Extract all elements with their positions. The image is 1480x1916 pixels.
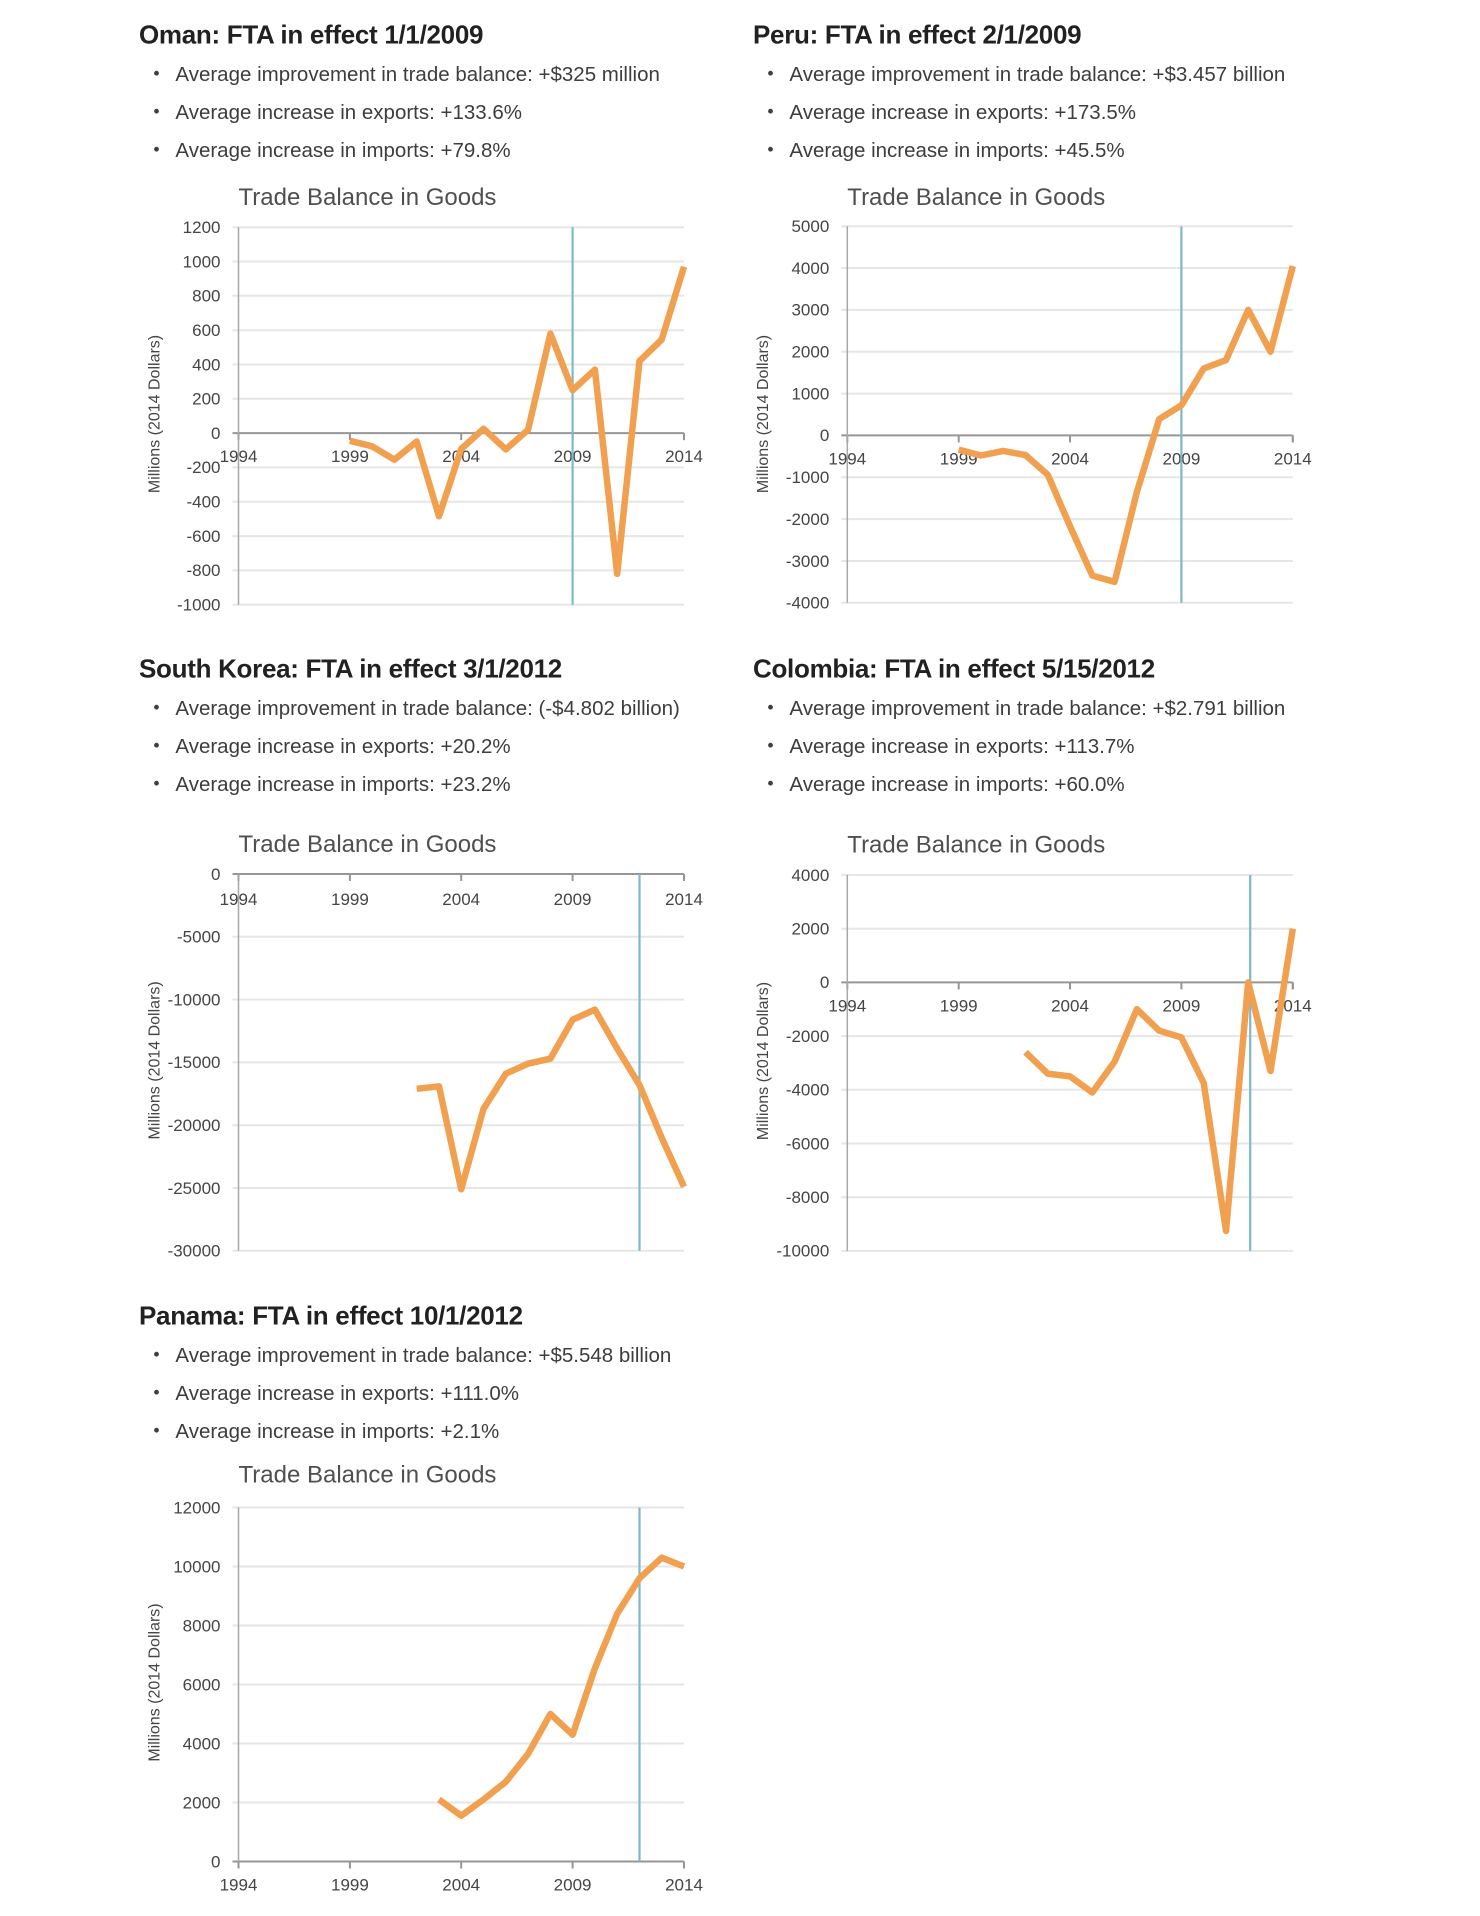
svg-text:2004: 2004 <box>442 890 480 909</box>
svg-text:Average increase in imports: +: Average increase in imports: +79.8% <box>175 139 510 162</box>
svg-text:3000: 3000 <box>791 301 829 320</box>
svg-text:0: 0 <box>211 424 220 443</box>
svg-text:5000: 5000 <box>791 217 829 236</box>
svg-text:Average improvement in trade b: Average improvement in trade balance: +$… <box>789 63 1285 86</box>
svg-text:-8000: -8000 <box>786 1188 829 1207</box>
svg-text:4000: 4000 <box>791 259 829 278</box>
svg-text:Average increase in exports: +: Average increase in exports: +133.6% <box>175 101 522 124</box>
svg-text:Millions (2014 Dollars): Millions (2014 Dollars) <box>147 981 164 1139</box>
svg-text:Average improvement in trade b: Average improvement in trade balance: +$… <box>175 63 660 86</box>
svg-text:-2000: -2000 <box>786 1027 829 1046</box>
svg-text:-600: -600 <box>186 527 220 546</box>
svg-text:-2000: -2000 <box>786 510 829 529</box>
svg-text:1000: 1000 <box>791 384 829 403</box>
svg-text:8000: 8000 <box>183 1616 221 1635</box>
svg-text:1994: 1994 <box>220 1876 258 1895</box>
svg-text:-6000: -6000 <box>786 1134 829 1153</box>
svg-text:-1000: -1000 <box>786 468 829 487</box>
svg-text:2009: 2009 <box>554 890 592 909</box>
svg-text:0: 0 <box>820 973 829 992</box>
svg-text:Average increase in imports: +: Average increase in imports: +2.1% <box>175 1420 499 1443</box>
svg-text:-200: -200 <box>186 458 220 477</box>
svg-text:Millions (2014 Dollars): Millions (2014 Dollars) <box>147 335 164 493</box>
svg-text:1999: 1999 <box>331 447 369 466</box>
svg-text:Trade Balance in Goods: Trade Balance in Goods <box>239 831 497 858</box>
svg-text:-1000: -1000 <box>177 596 220 615</box>
svg-text:Average increase in imports: +: Average increase in imports: +45.5% <box>789 139 1124 162</box>
svg-text:Average improvement in trade b: Average improvement in trade balance: (-… <box>175 697 679 720</box>
svg-text:200: 200 <box>192 390 220 409</box>
svg-text:0: 0 <box>820 426 829 445</box>
svg-text:2014: 2014 <box>665 890 703 909</box>
svg-text:-4000: -4000 <box>786 1081 829 1100</box>
svg-text:South Korea: FTA in effect 3/1: South Korea: FTA in effect 3/1/2012 <box>139 654 562 684</box>
svg-text:600: 600 <box>192 321 220 340</box>
svg-text:Millions (2014 Dollars): Millions (2014 Dollars) <box>755 335 772 493</box>
svg-text:2009: 2009 <box>1162 996 1200 1015</box>
svg-text:2014: 2014 <box>1274 449 1312 468</box>
svg-text:Trade Balance in Goods: Trade Balance in Goods <box>847 832 1105 859</box>
svg-text:Millions (2014 Dollars): Millions (2014 Dollars) <box>755 982 772 1140</box>
svg-text:-400: -400 <box>186 493 220 512</box>
svg-text:Trade Balance in Goods: Trade Balance in Goods <box>239 184 497 211</box>
svg-text:6000: 6000 <box>183 1675 221 1694</box>
svg-text:-25000: -25000 <box>168 1179 221 1198</box>
svg-text:2000: 2000 <box>791 343 829 362</box>
svg-text:1999: 1999 <box>940 996 978 1015</box>
svg-text:0: 0 <box>211 865 220 884</box>
svg-text:4000: 4000 <box>183 1734 221 1753</box>
svg-text:2004: 2004 <box>1051 996 1089 1015</box>
svg-text:-800: -800 <box>186 561 220 580</box>
svg-text:1999: 1999 <box>331 890 369 909</box>
svg-text:2000: 2000 <box>791 920 829 939</box>
svg-text:Oman: FTA in effect 1/1/2009: Oman: FTA in effect 1/1/2009 <box>139 20 483 50</box>
svg-text:Average improvement in trade b: Average improvement in trade balance: +$… <box>789 697 1285 720</box>
svg-text:Average increase in imports: +: Average increase in imports: +60.0% <box>789 773 1124 796</box>
svg-text:2009: 2009 <box>554 1876 592 1895</box>
svg-text:Average increase in exports: +: Average increase in exports: +173.5% <box>789 101 1136 124</box>
svg-text:Millions (2014 Dollars): Millions (2014 Dollars) <box>147 1603 164 1761</box>
svg-text:12000: 12000 <box>173 1498 220 1517</box>
svg-text:Trade Balance in Goods: Trade Balance in Goods <box>239 1462 497 1489</box>
svg-text:2014: 2014 <box>665 447 703 466</box>
svg-text:0: 0 <box>211 1852 220 1871</box>
svg-text:Average increase in exports: +: Average increase in exports: +20.2% <box>175 735 510 758</box>
svg-text:1200: 1200 <box>183 218 221 237</box>
svg-text:Peru: FTA in effect 2/1/2009: Peru: FTA in effect 2/1/2009 <box>753 20 1081 50</box>
svg-text:400: 400 <box>192 355 220 374</box>
svg-text:Panama: FTA in effect 10/1/201: Panama: FTA in effect 10/1/2012 <box>139 1301 523 1331</box>
svg-text:-5000: -5000 <box>177 928 220 947</box>
svg-text:2000: 2000 <box>183 1793 221 1812</box>
svg-text:-10000: -10000 <box>168 990 221 1009</box>
svg-text:-20000: -20000 <box>168 1116 221 1135</box>
svg-text:-3000: -3000 <box>786 552 829 571</box>
svg-text:-4000: -4000 <box>786 594 829 613</box>
svg-text:-15000: -15000 <box>168 1053 221 1072</box>
svg-text:Average increase in exports: +: Average increase in exports: +111.0% <box>175 1382 519 1405</box>
svg-text:Average improvement in trade b: Average improvement in trade balance: +$… <box>175 1344 671 1367</box>
svg-text:4000: 4000 <box>791 866 829 885</box>
svg-text:1999: 1999 <box>331 1876 369 1895</box>
svg-text:800: 800 <box>192 287 220 306</box>
svg-text:2014: 2014 <box>665 1876 703 1895</box>
svg-text:1000: 1000 <box>183 252 221 271</box>
svg-text:Colombia: FTA in effect 5/15/2: Colombia: FTA in effect 5/15/2012 <box>753 654 1155 684</box>
svg-text:2004: 2004 <box>1051 449 1089 468</box>
svg-text:-10000: -10000 <box>776 1242 829 1261</box>
svg-text:Average increase in exports: +: Average increase in exports: +113.7% <box>789 735 1134 758</box>
svg-text:10000: 10000 <box>173 1557 220 1576</box>
svg-text:Trade Balance in Goods: Trade Balance in Goods <box>847 184 1105 211</box>
svg-text:Average increase in imports: +: Average increase in imports: +23.2% <box>175 773 510 796</box>
svg-text:2004: 2004 <box>442 1876 480 1895</box>
svg-text:-30000: -30000 <box>168 1242 221 1261</box>
